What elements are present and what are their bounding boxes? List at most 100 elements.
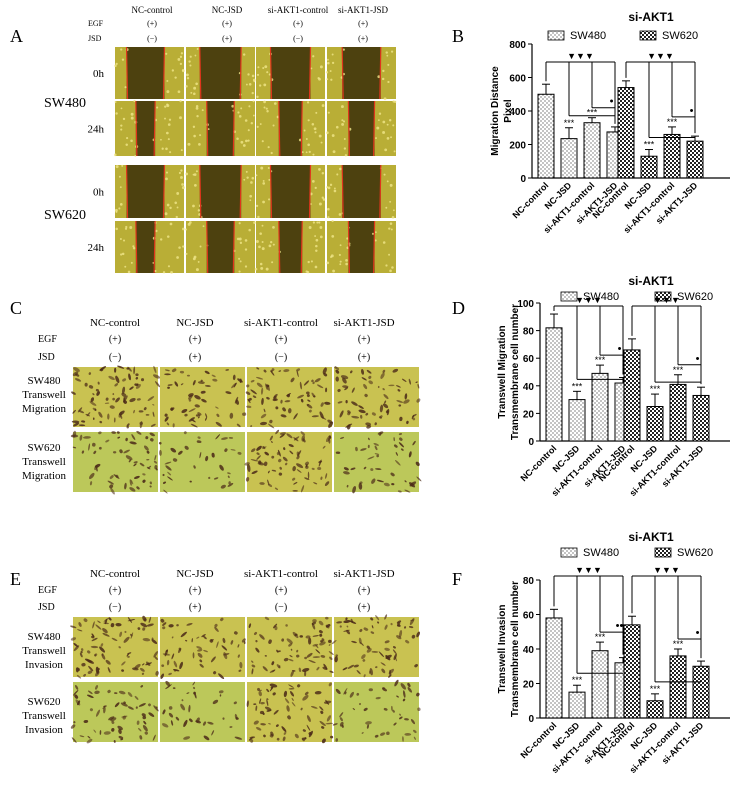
stained-cell [98, 446, 102, 450]
stained-cell [141, 672, 145, 675]
stained-cell [287, 408, 292, 414]
stained-cell [162, 481, 167, 484]
stained-cell [88, 443, 91, 451]
tile-background [334, 432, 419, 492]
cell-speck [332, 150, 336, 154]
stained-cell [75, 667, 79, 673]
stained-cell [225, 369, 230, 371]
stained-cell [339, 712, 344, 718]
bracket-mark: ▼▼▼ [567, 51, 594, 61]
stained-cell [95, 685, 99, 690]
stained-cell [371, 625, 374, 629]
stained-cell [360, 448, 367, 451]
stained-cell [145, 661, 151, 667]
cell-speck [164, 117, 166, 120]
cell-speck [242, 144, 246, 147]
column-header: NC-control [90, 317, 140, 329]
stained-cell [401, 378, 407, 382]
tile-background [73, 682, 158, 742]
cell-speck [314, 265, 318, 269]
stained-cell [365, 422, 372, 426]
cell-speck [121, 164, 124, 167]
stained-cell [313, 482, 318, 485]
cell-speck [169, 151, 172, 154]
stained-cell [110, 487, 115, 495]
stained-cell [146, 459, 150, 461]
cell-speck [120, 128, 123, 131]
cell-speck [381, 77, 385, 81]
stained-cell [142, 473, 146, 476]
stained-cell [153, 460, 158, 464]
cell-speck [333, 189, 337, 193]
stained-cell [214, 626, 219, 632]
stained-cell [260, 723, 266, 726]
cell-speck [165, 52, 168, 55]
cell-speck [259, 262, 263, 266]
cell-speck [125, 225, 128, 229]
condition-value: (+) [275, 334, 287, 345]
significance-mark: *** [564, 118, 575, 128]
bar [640, 155, 658, 179]
stained-cell [318, 459, 322, 467]
stained-cell [183, 431, 187, 435]
stained-cell [266, 688, 270, 693]
stained-cell [261, 397, 264, 405]
stained-cell [138, 727, 142, 732]
stained-cell [356, 669, 361, 675]
stained-cell [379, 404, 384, 413]
stained-cell [144, 731, 148, 735]
cell-speck [248, 82, 252, 86]
stained-cell [107, 480, 115, 485]
stained-cell [269, 669, 276, 673]
stained-cell [379, 432, 382, 436]
stained-cell [320, 654, 326, 658]
stained-cell [403, 690, 406, 698]
stained-cell [271, 469, 277, 472]
bracket-mark: • [610, 96, 614, 108]
scratch-image [115, 220, 185, 274]
stained-cell [225, 391, 232, 395]
stained-cell [259, 482, 265, 485]
stained-cell [345, 399, 348, 404]
stained-cell [74, 378, 82, 382]
stained-cell [332, 723, 338, 726]
cell-speck [179, 100, 182, 103]
stained-cell [126, 367, 130, 370]
column-header: NC-JSD [176, 317, 213, 329]
stained-cell [399, 416, 403, 422]
stained-cell [186, 692, 190, 694]
stained-cell [154, 381, 161, 388]
condition-value: (+) [189, 352, 201, 363]
cell-speck [386, 180, 389, 183]
scratch-edge-left [125, 46, 129, 100]
stained-cell [371, 412, 376, 416]
stained-cell [281, 638, 285, 642]
stained-cell [248, 623, 252, 628]
stained-cell [378, 651, 385, 658]
stained-cell [335, 369, 340, 374]
stained-cell [361, 654, 366, 659]
stained-cell [117, 725, 123, 731]
stained-cell [246, 700, 249, 708]
stained-cell [89, 481, 93, 486]
stained-cell [284, 462, 288, 466]
cell-speck [192, 125, 196, 128]
stained-cell [175, 716, 180, 721]
stained-cell [363, 627, 369, 631]
y-axis-label: Migration Distance [490, 66, 501, 156]
stained-cell [412, 440, 416, 446]
scratch-image [325, 100, 397, 157]
stained-cell [318, 630, 323, 634]
stained-cell [374, 422, 377, 426]
stained-cell [140, 622, 148, 628]
stained-cell [70, 625, 77, 629]
stained-cell [105, 397, 109, 401]
cell-speck [114, 100, 117, 104]
stained-cell [95, 624, 102, 630]
cell-speck [331, 234, 335, 238]
cell-speck [249, 199, 252, 202]
stained-cell [163, 489, 168, 494]
cell-speck [305, 138, 308, 141]
scratch-edge-right [153, 100, 156, 157]
significance-mark: *** [572, 381, 583, 391]
